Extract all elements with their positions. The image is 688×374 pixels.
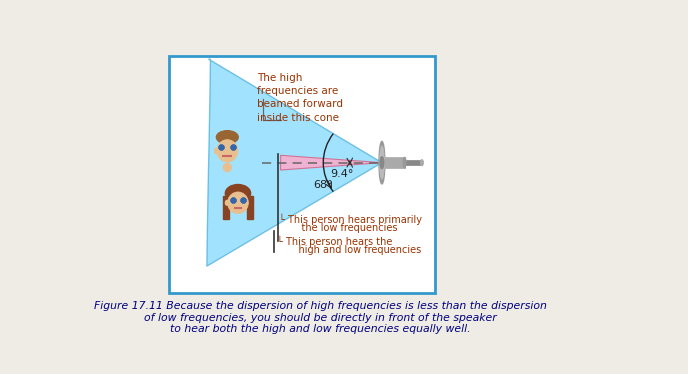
Text: Figure 17.11 Because the dispersion of high frequencies is less than the dispers: Figure 17.11 Because the dispersion of h… bbox=[94, 301, 547, 334]
FancyBboxPatch shape bbox=[169, 56, 436, 292]
